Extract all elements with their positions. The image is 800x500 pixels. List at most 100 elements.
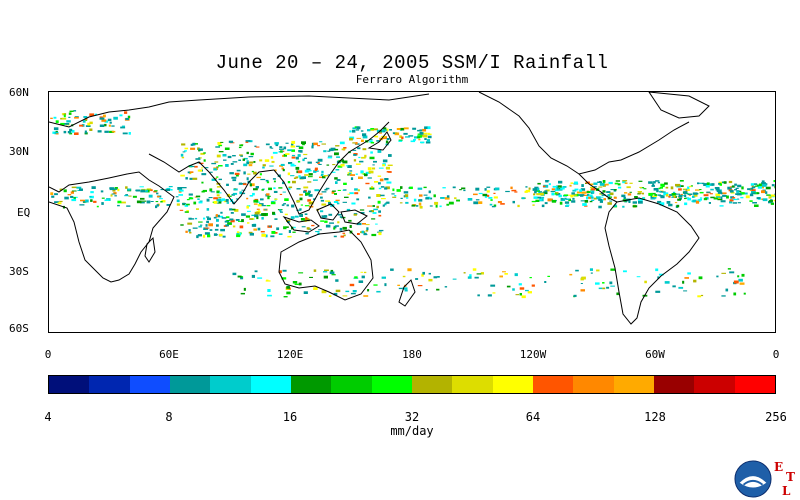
rain-speckle [427, 133, 432, 135]
rain-speckle [348, 172, 352, 175]
rain-speckle [181, 143, 186, 146]
rain-speckle [658, 273, 664, 276]
rain-speckle [639, 186, 642, 188]
rain-speckle [555, 193, 561, 196]
rain-speckle [264, 209, 267, 211]
rain-speckle [385, 140, 389, 144]
rain-speckle [580, 200, 585, 202]
rain-speckle [587, 194, 590, 197]
rain-speckle [255, 186, 259, 189]
rain-speckle [120, 126, 126, 129]
rain-speckle [515, 294, 520, 296]
rain-speckle [761, 182, 766, 185]
rain-speckle [308, 202, 314, 205]
rain-speckle [219, 192, 222, 194]
color-scale-cell [250, 376, 291, 393]
rain-speckle [737, 184, 742, 188]
rain-speckle [733, 280, 739, 284]
rain-speckle [260, 231, 265, 233]
rain-speckle [539, 192, 544, 196]
rain-speckle [655, 180, 660, 182]
rain-speckle [107, 118, 112, 122]
rain-speckle [367, 129, 371, 132]
rain-speckle [354, 188, 358, 191]
rain-bands [50, 110, 775, 299]
rain-speckle [417, 187, 423, 190]
rain-speckle [377, 200, 381, 204]
rain-speckle [597, 181, 602, 183]
rain-speckle [454, 197, 457, 200]
rain-speckle [251, 170, 254, 173]
rain-speckle [292, 231, 296, 233]
rain-speckle [690, 185, 693, 187]
rain-speckle [305, 216, 308, 220]
rain-speckle [505, 190, 510, 193]
rain-speckle [199, 157, 202, 159]
rain-speckle [692, 192, 698, 195]
rain-speckle [765, 186, 771, 190]
rain-speckle [214, 228, 219, 231]
rain-speckle [467, 276, 472, 279]
rain-speckle [339, 216, 343, 218]
rain-speckle [692, 195, 695, 198]
rain-speckle [294, 283, 299, 285]
rain-speckle [756, 184, 759, 187]
rain-speckle [607, 194, 611, 197]
rain-speckle [626, 186, 631, 189]
rain-speckle [382, 159, 388, 163]
rain-speckle [64, 196, 69, 200]
rain-speckle [287, 235, 292, 238]
rain-speckle [486, 190, 490, 193]
rain-speckle [208, 197, 213, 199]
rain-speckle [280, 163, 285, 166]
rain-speckle [425, 197, 430, 200]
rain-speckle [67, 194, 72, 196]
rain-speckle [274, 198, 278, 200]
rain-speckle [528, 187, 531, 190]
rain-speckle [484, 188, 487, 191]
rain-speckle [665, 186, 669, 189]
rain-speckle [294, 215, 299, 218]
rain-speckle [283, 146, 287, 150]
rain-speckle [538, 191, 543, 193]
rain-speckle [729, 271, 735, 274]
rain-speckle [178, 194, 183, 196]
rain-speckle [331, 274, 336, 276]
rain-speckle [732, 198, 738, 201]
rain-speckle [261, 217, 264, 220]
rain-speckle [239, 154, 243, 156]
rain-speckle [428, 278, 433, 282]
rain-speckle [249, 195, 254, 197]
rain-speckle [267, 294, 272, 297]
rain-speckle [261, 205, 266, 207]
rain-speckle [773, 199, 775, 202]
rain-speckle [486, 186, 491, 188]
rain-speckle [321, 143, 326, 145]
lat-label-eq: EQ [17, 206, 31, 219]
rain-speckle [180, 224, 184, 226]
rain-speckle [270, 156, 274, 159]
rain-speckle [400, 127, 405, 131]
rain-speckle [168, 186, 173, 188]
rain-speckle [722, 195, 727, 197]
rain-speckle [352, 149, 357, 151]
rain-speckle [160, 201, 163, 203]
rain-speckle [765, 191, 768, 194]
rain-speckle [774, 185, 775, 189]
rain-speckle [710, 196, 715, 199]
rain-speckle [637, 193, 641, 195]
rain-speckle [378, 167, 384, 169]
rain-speckle [652, 195, 657, 197]
rain-speckle [378, 182, 381, 185]
rain-speckle [215, 146, 220, 148]
rain-speckle [215, 214, 218, 218]
rain-speckle [417, 136, 421, 139]
rain-speckle [322, 175, 326, 179]
rain-speckle [729, 201, 733, 204]
rain-speckle [623, 270, 627, 273]
rain-speckle [547, 275, 550, 277]
rain-speckle [378, 210, 381, 213]
rain-speckle [699, 191, 704, 194]
rain-speckle [220, 141, 224, 143]
rain-speckle [487, 294, 492, 297]
